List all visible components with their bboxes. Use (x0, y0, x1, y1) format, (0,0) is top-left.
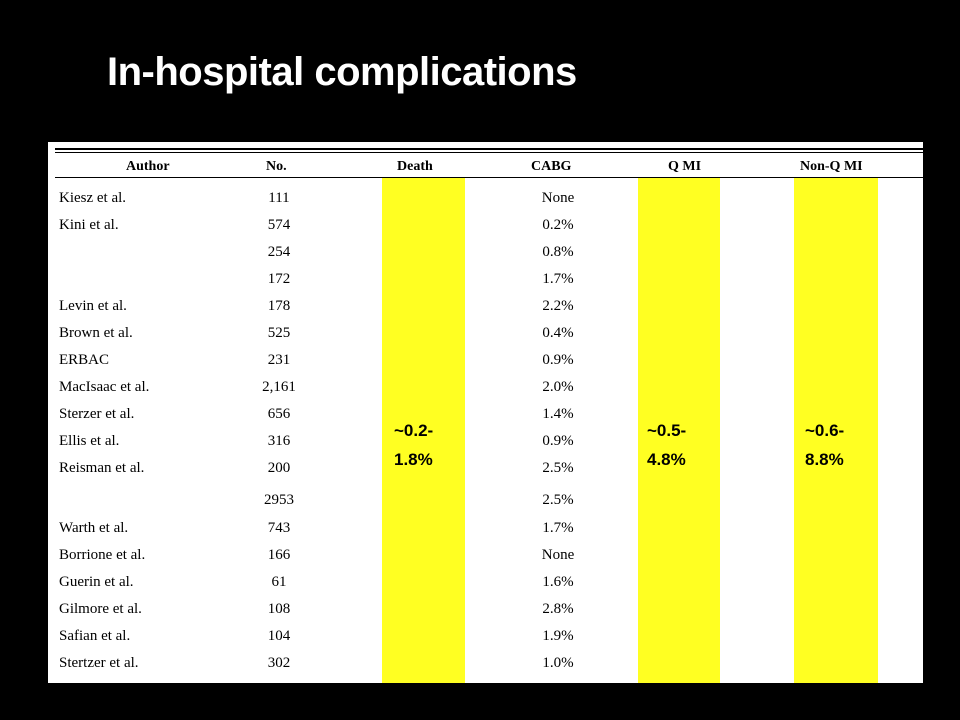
cabg-cell: 1.9% (542, 628, 574, 644)
author-cell: Warth et al. (59, 520, 129, 536)
nonqmi-range-line1: ~0.6- (805, 421, 845, 440)
qmi-range-line1: ~0.5- (647, 421, 687, 440)
table-row: Warth et al. 743 1.7% (48, 518, 923, 545)
count-cell: 166 (267, 547, 291, 563)
table-top-rule-thin (55, 152, 923, 153)
cabg-cell: None (541, 190, 575, 206)
cabg-cell: 1.4% (542, 406, 574, 422)
author-cell: Safian et al. (59, 628, 131, 644)
cabg-cell: 0.8% (542, 244, 574, 260)
author-cell: Guerin et al. (59, 574, 134, 590)
count-cell: 574 (267, 217, 291, 233)
header-q-mi: Q MI (668, 159, 702, 174)
author-cell: Sterzer et al. (59, 406, 135, 422)
table-row: Brown et al. 525 0.4% (48, 323, 923, 350)
table-row: MacIsaac et al. 2,161 2.0% (48, 377, 923, 404)
nonqmi-highlight-column (794, 178, 878, 683)
table-header-rule (55, 177, 923, 178)
count-cell: 743 (267, 520, 291, 536)
author-cell: Stertzer et al. (59, 655, 139, 671)
header-author: Author (126, 159, 170, 174)
cabg-cell: 0.9% (542, 433, 574, 449)
author-cell: Levin et al. (59, 298, 127, 314)
author-cell: ERBAC (59, 352, 110, 368)
cabg-cell: 1.7% (542, 520, 574, 536)
table-top-rule (55, 148, 923, 150)
cabg-cell: 0.9% (542, 352, 574, 368)
author-cell: MacIsaac et al. (59, 379, 150, 395)
count-cell: 2953 (264, 492, 294, 508)
cabg-cell: 2.8% (542, 601, 574, 617)
count-cell: 172 (267, 271, 291, 287)
table-row: Borrione et al. 166 None (48, 545, 923, 572)
table-row: Guerin et al. 61 1.6% (48, 572, 923, 599)
qmi-range-line2: 4.8% (647, 450, 686, 469)
cabg-cell: 2.5% (542, 460, 574, 476)
count-cell: 316 (267, 433, 291, 449)
count-cell: 525 (267, 325, 291, 341)
count-cell: 302 (267, 655, 291, 671)
author-cell: Kiesz et al. (59, 190, 127, 206)
count-cell: 231 (267, 352, 291, 368)
author-cell: Ellis et al. (59, 433, 120, 449)
count-cell: 111 (268, 190, 290, 206)
table-row: 254 0.8% (48, 242, 923, 269)
table-row: ERBAC 231 0.9% (48, 350, 923, 377)
cabg-cell: 1.7% (542, 271, 574, 287)
count-cell: 178 (267, 298, 291, 314)
slide-title: In-hospital complications (107, 50, 577, 94)
nonqmi-range-label: ~0.6- 8.8% (805, 416, 844, 474)
qmi-range-label: ~0.5- 4.8% (647, 416, 686, 474)
table-row: Levin et al. 178 2.2% (48, 296, 923, 323)
header-death: Death (397, 159, 433, 174)
table-row: 2953 2.5% (48, 490, 923, 517)
cabg-cell: 0.4% (542, 325, 574, 341)
count-cell: 104 (267, 628, 291, 644)
table-row: 172 1.7% (48, 269, 923, 296)
count-cell: 2,161 (262, 379, 296, 395)
table-row: Kini et al. 574 0.2% (48, 215, 923, 242)
table-row: Reisman et al. 200 2.5% (48, 458, 923, 485)
table-row: Kiesz et al. 111 None (48, 188, 923, 215)
count-cell: 108 (267, 601, 291, 617)
death-range-line2: 1.8% (394, 450, 433, 469)
cabg-cell: None (541, 547, 575, 563)
cabg-cell: 2.2% (542, 298, 574, 314)
cabg-cell: 1.0% (542, 655, 574, 671)
table-row: Safian et al. 104 1.9% (48, 626, 923, 653)
author-cell: Borrione et al. (59, 547, 146, 563)
count-cell: 656 (267, 406, 291, 422)
table-row: Ellis et al. 316 0.9% (48, 431, 923, 458)
author-cell: Kini et al. (59, 217, 119, 233)
qmi-highlight-column (638, 178, 720, 683)
death-range-line1: ~0.2- (394, 421, 434, 440)
complications-table: Author No. Death CABG Q MI Non-Q MI Kies… (48, 142, 923, 683)
cabg-cell: 1.6% (542, 574, 574, 590)
header-no: No. (266, 159, 287, 174)
death-range-label: ~0.2- 1.8% (394, 416, 433, 474)
table-row: Stertzer et al. 302 1.0% (48, 653, 923, 680)
table-row: Sterzer et al. 656 1.4% (48, 404, 923, 431)
cabg-cell: 2.0% (542, 379, 574, 395)
author-cell: Brown et al. (59, 325, 133, 341)
header-non-q-mi: Non-Q MI (800, 159, 863, 174)
nonqmi-range-line2: 8.8% (805, 450, 844, 469)
header-cabg: CABG (531, 159, 572, 174)
cabg-cell: 0.2% (542, 217, 574, 233)
cabg-cell: 2.5% (542, 492, 574, 508)
death-highlight-column (382, 178, 465, 683)
author-cell: Reisman et al. (59, 460, 145, 476)
count-cell: 61 (271, 574, 287, 590)
table-row: Gilmore et al. 108 2.8% (48, 599, 923, 626)
author-cell: Gilmore et al. (59, 601, 142, 617)
count-cell: 200 (267, 460, 291, 476)
count-cell: 254 (267, 244, 291, 260)
